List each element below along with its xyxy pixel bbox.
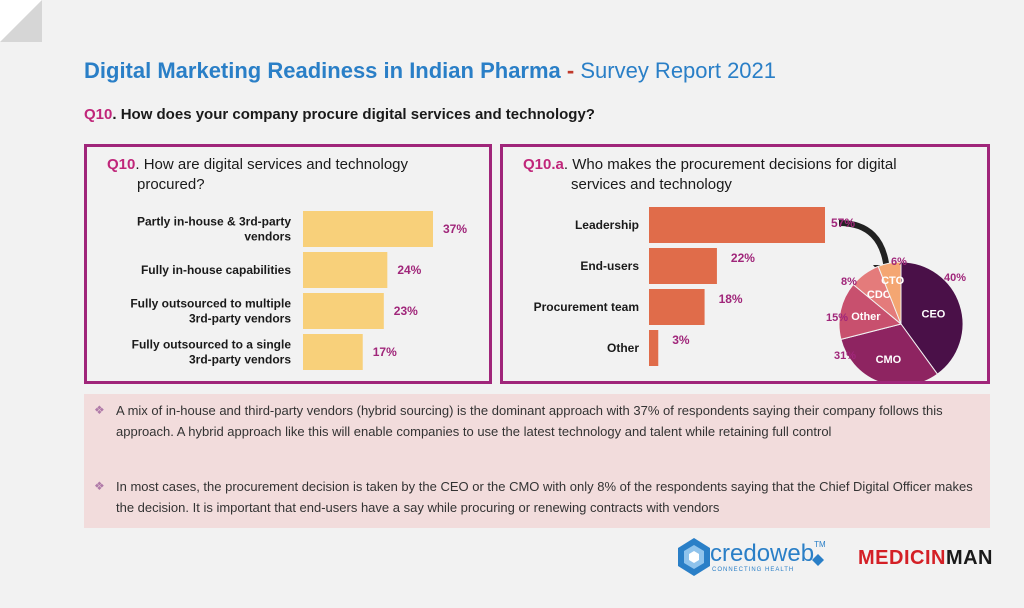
method-category-label: Fully in-house capabilities <box>141 263 291 277</box>
right-panel-title: Q10.a. Who makes the procurement decisio… <box>523 155 897 195</box>
insight-bullet-icon: ❖ <box>94 479 105 493</box>
decision-maker-pie-slice <box>838 283 903 341</box>
pie-slice-label: CTO <box>881 275 904 287</box>
method-value-label: 37% <box>443 222 467 236</box>
decision-maker-pie-slice <box>900 261 964 375</box>
method-category-label: Fully outsourced to multiple <box>130 297 291 311</box>
method-bar <box>303 252 388 288</box>
pie-slice-label: CDO <box>867 289 892 301</box>
left-panel-title-line1: . How are digital services and technolog… <box>135 156 409 173</box>
decision-maker-category-label: Other <box>607 341 639 355</box>
decision-maker-value-label: 57% <box>831 216 855 230</box>
main-question-text: . How does your company procure digital … <box>112 106 595 123</box>
decision-maker-value-label: 18% <box>719 292 743 306</box>
decision-maker-pie-slice <box>877 261 902 325</box>
main-question: Q10. How does your company procure digit… <box>84 106 595 123</box>
method-category-label: 3rd-party vendors <box>189 312 291 326</box>
left-panel-qnum: Q10 <box>107 156 136 173</box>
pie-slice-label: CEO <box>922 308 946 320</box>
credoweb-logo-mark <box>678 538 824 576</box>
insight-note-1: A mix of in-house and third-party vendor… <box>116 403 943 439</box>
method-category-label: Fully outsourced to a single <box>132 338 292 352</box>
method-bar <box>303 211 433 247</box>
page-fold-shadow <box>0 0 42 42</box>
decision-maker-bar <box>649 330 659 366</box>
method-value-label: 24% <box>397 263 421 277</box>
credoweb-tagline: CONNECTING HEALTH <box>712 567 795 573</box>
credoweb-trademark: TM <box>814 540 826 549</box>
right-panel-qnum: Q10.a <box>523 156 564 173</box>
pie-slice-label: CMO <box>876 354 902 366</box>
decision-maker-value-label: 3% <box>672 333 690 347</box>
decision-maker-pie-slice <box>840 323 939 381</box>
method-value-label: 17% <box>373 345 397 359</box>
decision-maker-bar <box>649 207 825 243</box>
pie-slice-value-label: 8% <box>841 276 857 288</box>
method-category-label: vendors <box>244 230 291 244</box>
decision-maker-bar <box>649 248 717 284</box>
medicinman-wordmark-b: MAN <box>945 547 993 569</box>
insight-note-2: In most cases, the procurement decision … <box>116 479 973 515</box>
pie-slice-value-label: 6% <box>891 256 907 268</box>
credoweb-wordmark: credoweb <box>710 540 815 567</box>
medicinman-logo: MEDICINMAN <box>858 547 993 570</box>
medicinman-wordmark-a: MEDICIN <box>858 547 946 569</box>
right-panel-title-line1: . Who makes the procurement decisions fo… <box>563 156 897 173</box>
decision-maker-category-label: Procurement team <box>534 300 639 314</box>
title-subtitle: Survey Report 2021 <box>580 58 777 83</box>
decision-maker-bar-chart: Leadership 57% End-users 22% Procurement tea… <box>534 207 966 381</box>
pie-slice-value-label: 40% <box>944 272 966 284</box>
key-insights-box: ❖ A mix of in-house and third-party vend… <box>84 394 990 528</box>
decision-maker-category-label: End-users <box>580 259 639 273</box>
left-panel-title-line2: procured? <box>137 176 205 193</box>
page-title: Digital Marketing Readiness in Indian Ph… <box>84 58 776 84</box>
decision-maker-category-label: Leadership <box>575 218 639 232</box>
decision-maker-bar <box>649 289 705 325</box>
procurement-method-panel: Q10. How are digital services and techno… <box>84 144 492 384</box>
decision-maker-value-label: 22% <box>731 251 755 265</box>
method-category-label: 3rd-party vendors <box>189 353 291 367</box>
credoweb-logo-text: credowebTM <box>710 540 826 568</box>
insight-bullet-icon: ❖ <box>94 403 105 417</box>
pie-slice-value-label: 31% <box>834 350 856 362</box>
method-bar <box>303 293 384 329</box>
right-panel-title-line2: services and technology <box>571 176 732 193</box>
title-main: Digital Marketing Readiness in Indian Ph… <box>84 58 561 83</box>
pie-slice-label: Other <box>851 311 881 323</box>
title-dash: - <box>560 58 581 83</box>
method-category-label: Partly in-house & 3rd-party <box>137 215 291 229</box>
method-value-label: 23% <box>394 304 418 318</box>
pie-slice-value-label: 15% <box>826 312 848 324</box>
method-bar <box>303 334 363 370</box>
decision-maker-panel: Q10.a. Who makes the procurement decisio… <box>500 144 990 384</box>
leadership-breakdown-arrow <box>838 220 890 272</box>
main-question-number: Q10 <box>84 106 113 123</box>
left-panel-title: Q10. How are digital services and techno… <box>107 155 408 195</box>
